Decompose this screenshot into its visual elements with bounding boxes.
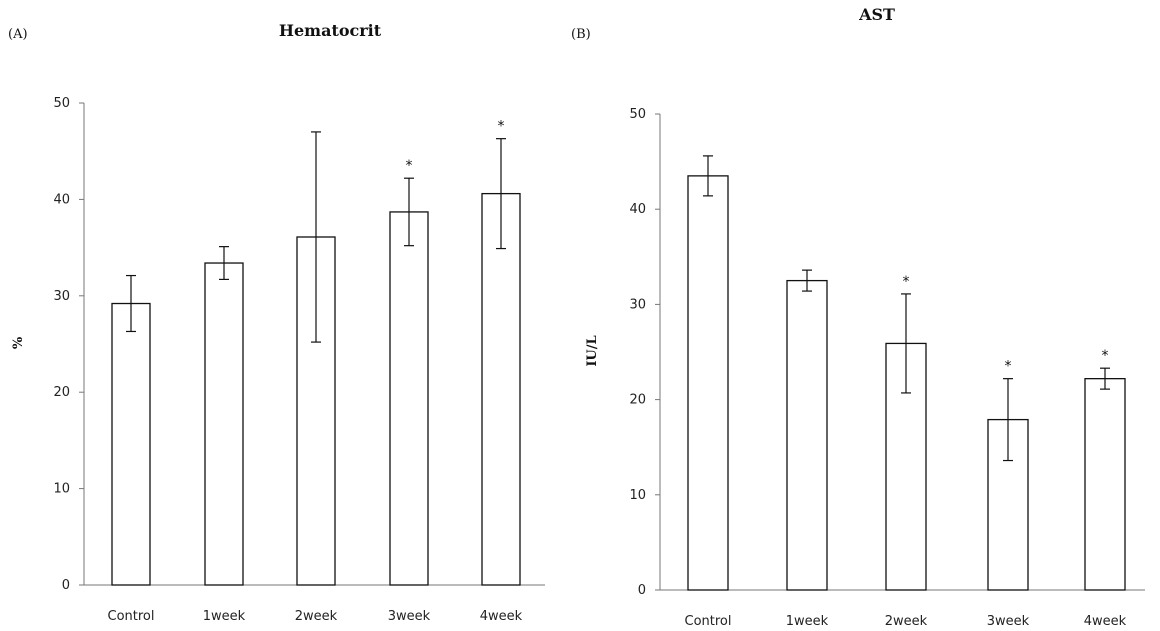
plot-area-hematocrit: 0 10 20 30 40 50 Control 1week 2week * 3week * 4week xyxy=(53,96,545,624)
y-tick-label-ast: 10 xyxy=(629,488,646,503)
y-tick-label-hematocrit: 50 xyxy=(53,96,70,111)
chart-title-hematocrit: Hematocrit xyxy=(279,21,382,40)
y-tick-label-hematocrit: 40 xyxy=(53,192,70,207)
significance-marker-hematocrit: * xyxy=(406,158,413,174)
y-tick-label-hematocrit: 10 xyxy=(53,482,70,497)
bar-ast-1week xyxy=(786,279,828,591)
bar-hematocrit-1week xyxy=(204,262,244,586)
y-axis-label-hematocrit: % xyxy=(11,336,26,349)
bar-hematocrit-3week xyxy=(389,211,429,586)
y-tick-label-hematocrit: 20 xyxy=(53,385,70,400)
panel-letter-a: (A) xyxy=(8,27,28,42)
y-axis-label-ast: IU/L xyxy=(585,335,600,366)
bar-hematocrit-control xyxy=(111,302,151,586)
y-tick-label-hematocrit: 30 xyxy=(53,289,70,304)
x-tick-label-hematocrit: 4week xyxy=(480,609,523,624)
x-tick-label-ast: 1week xyxy=(786,614,829,629)
panel-letter-b: (B) xyxy=(571,27,591,42)
y-tick-label-ast: 30 xyxy=(629,297,646,312)
y-tick-label-hematocrit: 0 xyxy=(62,578,70,593)
x-tick-label-hematocrit: 2week xyxy=(295,609,338,624)
bar-hematocrit-4week xyxy=(481,192,521,586)
significance-marker-ast: * xyxy=(903,274,910,290)
y-tick-label-ast: 20 xyxy=(629,393,646,408)
x-tick-label-ast: 2week xyxy=(885,614,928,629)
x-tick-label-hematocrit: 3week xyxy=(388,609,431,624)
significance-marker-ast: * xyxy=(1102,348,1109,364)
chart-title-ast: AST xyxy=(858,5,895,24)
y-tick-label-ast: 50 xyxy=(629,107,646,122)
x-tick-label-hematocrit: 1week xyxy=(203,609,246,624)
y-tick-label-ast: 40 xyxy=(629,202,646,217)
significance-marker-ast: * xyxy=(1005,359,1012,375)
panel-ast: (B) AST IU/L 0 10 20 30 40 50 Control 1week * 2we… xyxy=(571,5,1145,629)
x-tick-label-ast: 4week xyxy=(1084,614,1127,629)
panel-hematocrit: (A) Hematocrit % 0 10 20 30 40 50 Control 1week… xyxy=(8,21,545,624)
x-tick-label-hematocrit: Control xyxy=(108,609,155,624)
bar-ast-control xyxy=(687,175,729,591)
bar-ast-4week xyxy=(1084,378,1126,591)
y-tick-label-ast: 0 xyxy=(638,583,646,598)
x-tick-label-ast: 3week xyxy=(987,614,1030,629)
x-tick-label-ast: Control xyxy=(685,614,732,629)
significance-marker-hematocrit: * xyxy=(498,119,505,135)
plot-area-ast: 0 10 20 30 40 50 Control 1week * 2week * 3week * 4wee… xyxy=(629,107,1145,629)
